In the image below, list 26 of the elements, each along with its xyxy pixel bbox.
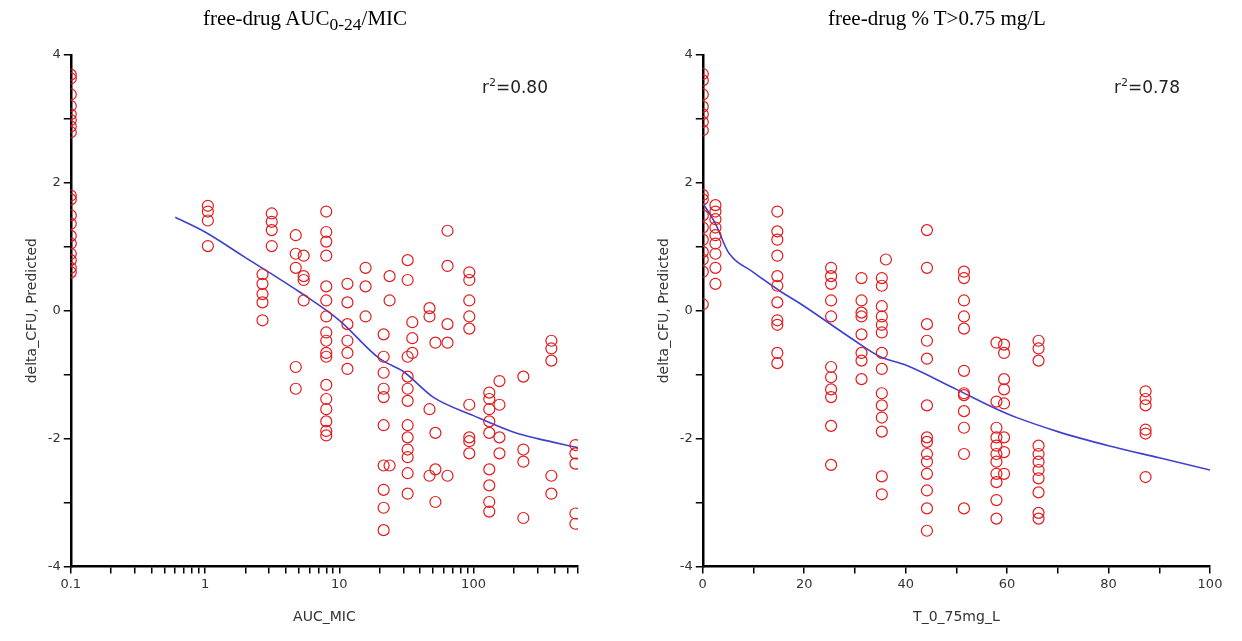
x-tick-label: 80 xyxy=(1100,575,1117,591)
x-tick-label: 1 xyxy=(200,575,210,591)
x-tick-label: 100 xyxy=(1197,575,1223,591)
y-axis-title: delta_CFU, Predicted xyxy=(655,238,672,384)
x-tick-label: 10 xyxy=(331,575,348,591)
y-tick-label: -4 xyxy=(47,557,61,573)
x-tick-label: 0 xyxy=(698,575,707,591)
x-tick-label: 20 xyxy=(795,575,813,591)
x-tick-label: 40 xyxy=(897,575,914,591)
y-tick-label: 4 xyxy=(684,46,693,62)
y-tick-label: -4 xyxy=(679,557,693,573)
y-tick-label: 0 xyxy=(52,302,61,318)
y-axis-title: delta_CFU, Predicted xyxy=(23,238,40,384)
y-tick-label: 2 xyxy=(684,174,693,190)
chart-title: free-drug % T>0.75 mg/L xyxy=(827,6,1047,31)
x-tick-label: 60 xyxy=(998,575,1016,591)
y-tick-label: -2 xyxy=(679,430,693,446)
x-axis-title: AUC_MIC xyxy=(293,608,356,625)
x-axis-title: T_0_75mg_L xyxy=(912,608,1000,625)
y-tick-label: -2 xyxy=(47,430,61,446)
chart-title: free-drug AUC$_{0-24}$/MIC xyxy=(201,6,409,36)
x-tick-label: 0.1 xyxy=(60,575,82,591)
y-tick-label: 2 xyxy=(52,174,61,190)
y-tick-label: 4 xyxy=(52,46,61,62)
x-tick-label: 100 xyxy=(461,575,486,591)
y-tick-label: 0 xyxy=(684,302,693,318)
